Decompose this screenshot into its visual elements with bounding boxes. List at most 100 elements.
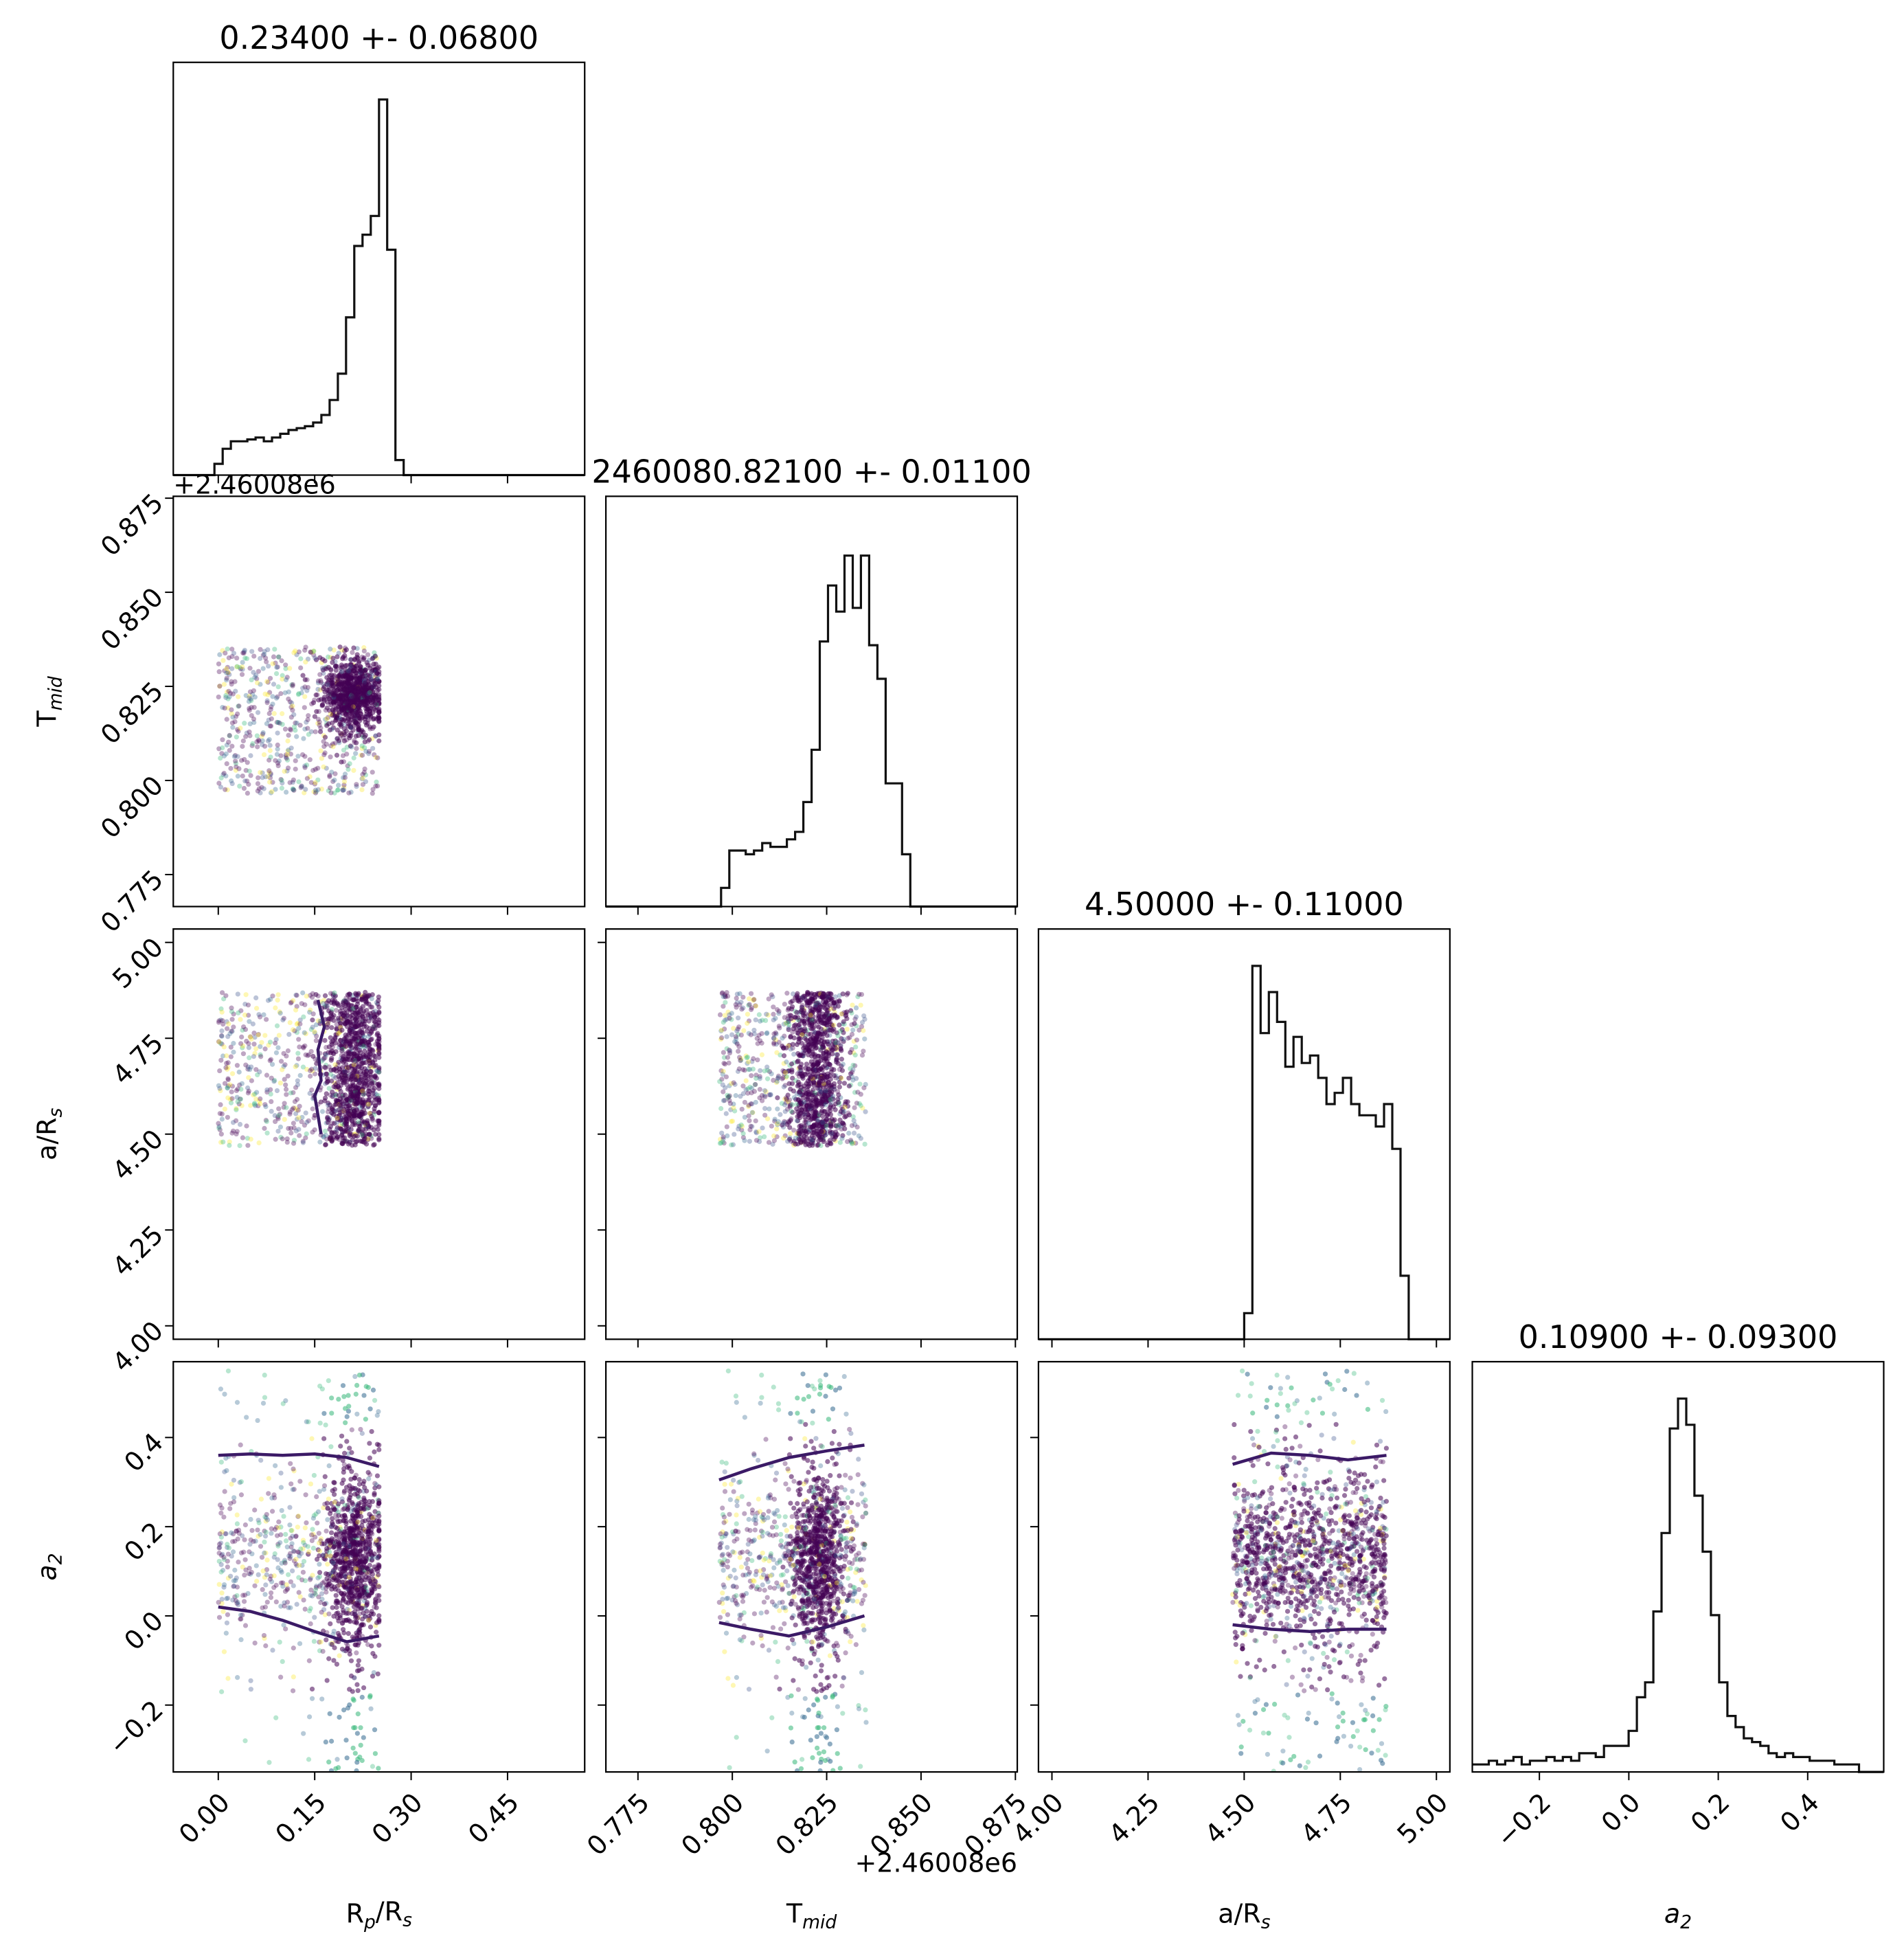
scatter-point (289, 1528, 295, 1533)
scatter-point (251, 719, 257, 726)
scatter-point (244, 1123, 249, 1129)
scatter-point (300, 673, 306, 678)
scatter-point (313, 1583, 319, 1589)
scatter-point (310, 1531, 316, 1537)
scatter-point (286, 1125, 291, 1132)
scatter-point (288, 745, 294, 751)
scatter-point (309, 649, 315, 655)
scatter-point (221, 1649, 227, 1654)
scatter-point (306, 1419, 311, 1425)
scatter-point (365, 662, 371, 668)
scatter-point (804, 999, 810, 1004)
scatter-point (372, 1106, 377, 1112)
scatter-point (747, 996, 752, 1002)
scatter-point (357, 708, 363, 714)
scatter-point (805, 1097, 811, 1102)
scatter-point (762, 1068, 767, 1074)
scatter-point (317, 1562, 322, 1567)
scatter-point (773, 1079, 780, 1086)
scatter-point (223, 751, 229, 756)
scatter-point (304, 762, 310, 768)
scatter-point (328, 743, 334, 749)
scatter-point (341, 1488, 348, 1494)
scatter-point (729, 1081, 734, 1086)
scatter-point (725, 993, 731, 999)
scatter-point (340, 1458, 345, 1463)
scatter-point (730, 1142, 736, 1147)
scatter-point (235, 991, 240, 997)
scatter-point (313, 1038, 319, 1044)
scatter-point (363, 779, 369, 785)
scatter-point (356, 1481, 362, 1487)
scatter-point (759, 1052, 765, 1057)
scatter-point (371, 1670, 376, 1676)
scatter-point (242, 1026, 249, 1033)
scatter-point (782, 1069, 787, 1075)
scatter-point (221, 770, 227, 776)
scatter-point (333, 1008, 339, 1013)
scatter-point (824, 1039, 830, 1044)
scatter-point (838, 1043, 843, 1048)
scatter-point (373, 1596, 378, 1601)
scatter-point (226, 655, 231, 661)
scatter-point (264, 1130, 270, 1136)
scatter-point (751, 1031, 757, 1037)
scatter-point (367, 690, 372, 695)
scatter-point (736, 1015, 741, 1021)
scatter-point (718, 1028, 724, 1034)
scatter-point (332, 699, 337, 705)
scatter-point (771, 1042, 777, 1047)
scatter-point (239, 672, 245, 677)
scatter-point (291, 1583, 296, 1588)
scatter-point (764, 1031, 769, 1036)
scatter-point (843, 1013, 848, 1019)
scatter-point (824, 999, 829, 1004)
scatter-point (239, 1081, 245, 1086)
scatter-point (229, 666, 235, 671)
scatter-point (290, 780, 295, 785)
scatter-point (321, 1134, 326, 1139)
scatter-point (252, 695, 258, 700)
scatter-point (218, 1033, 225, 1039)
scatter-point (318, 748, 324, 754)
scatter-point (736, 1024, 742, 1030)
scatter-point (337, 1042, 343, 1047)
scatter-point (374, 1075, 379, 1081)
scatter-point (365, 673, 370, 678)
scatter-point (756, 1139, 762, 1145)
scatter-point (371, 724, 376, 730)
scatter-point (783, 1075, 789, 1080)
scatter-point (356, 660, 362, 666)
scatter-point (240, 1027, 245, 1033)
scatter-point (261, 786, 267, 791)
scatter-point (829, 1066, 835, 1072)
scatter-point (256, 739, 262, 744)
scatter-point (749, 1124, 755, 1129)
scatter-point (802, 1114, 808, 1120)
scatter-point (271, 654, 277, 660)
scatter-point (734, 1041, 740, 1047)
scatter-point (291, 650, 297, 655)
scatter-point (376, 732, 382, 738)
scatter-point (318, 1582, 324, 1588)
scatter-point (224, 717, 229, 722)
scatter-point (229, 653, 235, 660)
scatter-point (257, 1069, 262, 1075)
scatter-point (293, 766, 298, 772)
scatter-point (260, 731, 266, 737)
scatter-point (756, 1012, 762, 1018)
scatter-point (256, 786, 262, 791)
scatter-point (255, 780, 261, 787)
scatter-point (361, 769, 367, 775)
scatter-point (333, 1049, 339, 1055)
scatter-point (376, 1086, 382, 1091)
scatter-point (733, 1002, 738, 1007)
scatter-point (782, 1015, 787, 1020)
scatter-point (362, 766, 367, 772)
scatter-point (312, 1127, 317, 1133)
scatter-point (242, 1593, 248, 1598)
scatter-point (725, 1009, 731, 1015)
scatter-point (260, 1568, 266, 1574)
scatter-point (247, 721, 253, 727)
scatter-point (341, 783, 347, 788)
